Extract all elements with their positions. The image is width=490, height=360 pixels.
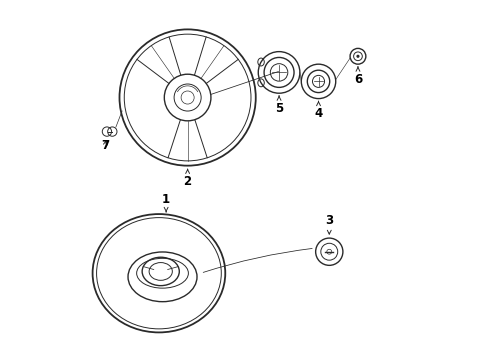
Text: 7: 7	[101, 139, 109, 152]
Circle shape	[356, 55, 360, 58]
Text: 5: 5	[275, 96, 283, 115]
Text: 3: 3	[325, 215, 333, 234]
Text: 1: 1	[162, 193, 170, 212]
Text: 6: 6	[354, 67, 362, 86]
Text: 4: 4	[315, 102, 322, 120]
Text: 2: 2	[184, 170, 192, 188]
